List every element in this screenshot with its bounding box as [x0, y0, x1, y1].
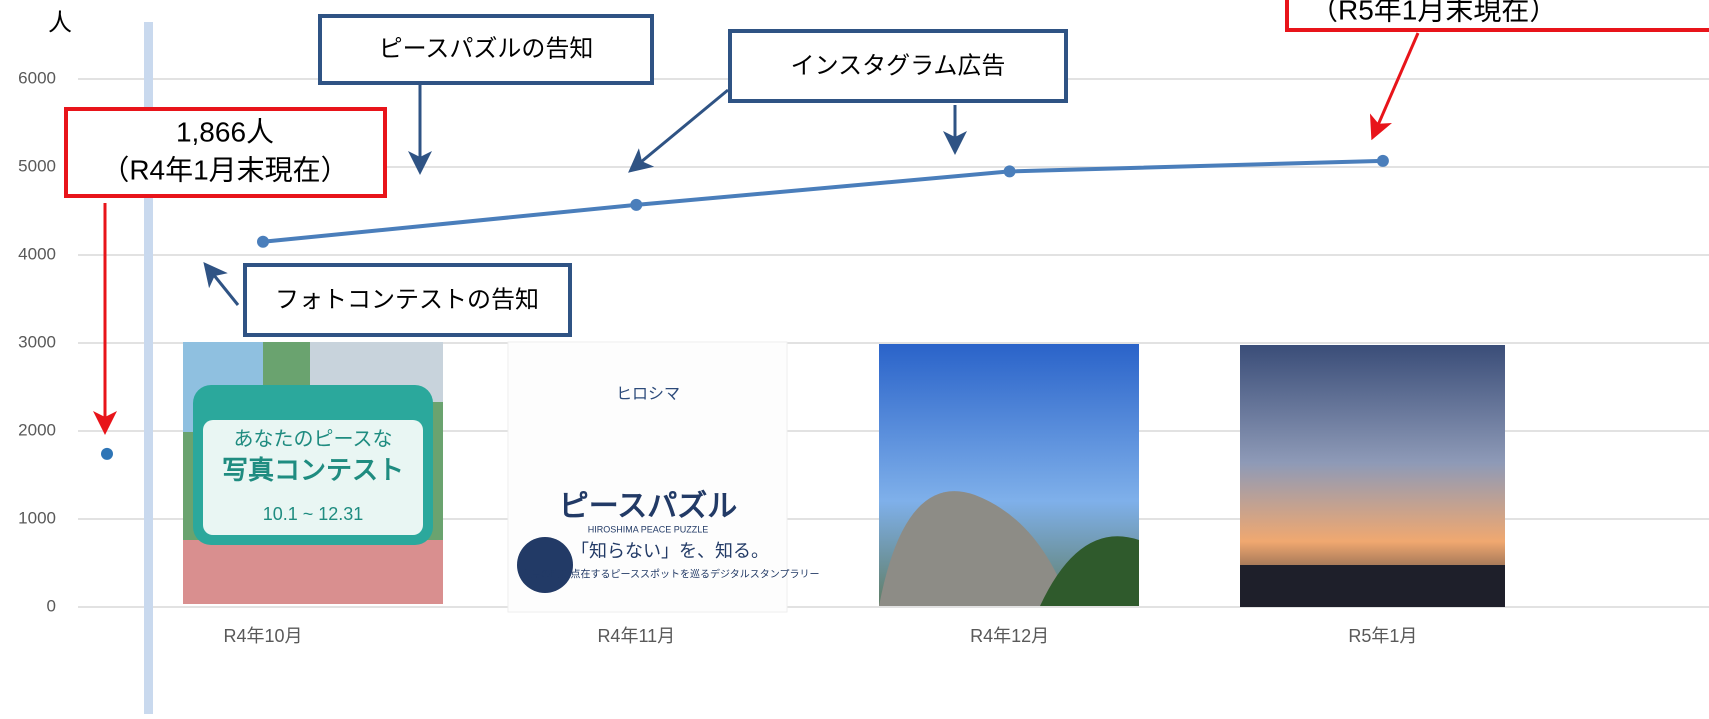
annotation: （R5年1月末現在） — [1285, 0, 1709, 141]
point — [1003, 165, 1016, 178]
line — [262, 158, 1383, 244]
image-monument — [879, 344, 1139, 606]
image-text: あなたのピースな — [234, 428, 393, 450]
annotation-text: ピースパズルの告知 — [379, 35, 594, 62]
image-text: 広島の町に点在するピーススポットを巡るデジタルスタンプラリー — [521, 568, 820, 581]
plot — [101, 154, 1389, 460]
y-tick-label: 3000 — [18, 332, 56, 351]
annotation: フォトコンテストの告知 — [203, 261, 572, 337]
image-text: HIROSHIMA PEACE PUZZLE — [588, 524, 709, 534]
x-tick-label: R4年11月 — [597, 626, 675, 646]
y-axis-label: 人 — [48, 9, 72, 36]
annotation-text: （R4年1月末現在） — [101, 154, 348, 185]
image-peace-puzzle: ヒロシマ ピースパズル HIROSHIMA PEACE PUZZLE 「知らない… — [507, 341, 820, 613]
annotation-text: インスタグラム広告 — [791, 52, 1006, 79]
x-tick-label: R4年12月 — [970, 626, 1049, 646]
annotation-text: フォトコンテストの告知 — [275, 286, 539, 313]
y-tick-label: 4000 — [18, 244, 56, 263]
image-sunset — [1240, 345, 1505, 607]
point — [101, 447, 113, 460]
point — [1376, 154, 1389, 167]
x-tick-label: R5年1月 — [1348, 626, 1417, 646]
point — [257, 235, 269, 248]
y-tick-label: 0 — [47, 596, 56, 615]
annotation: インスタグラム広告 — [628, 29, 1068, 173]
y-tick-label: 5000 — [18, 156, 56, 175]
annotation: ピースパズルの告知 — [318, 14, 654, 175]
image-text: ピースパズル — [559, 489, 738, 523]
image-text: ヒロシマ — [616, 386, 680, 403]
y-tick-label: 2000 — [18, 420, 56, 439]
y-tick-label: 1000 — [18, 508, 56, 527]
point — [630, 198, 643, 211]
image-text: 「知らない」を、知る。 — [571, 541, 769, 561]
annotation-text: 1,866人 — [176, 116, 274, 147]
divider — [144, 22, 153, 714]
annotation-text: （R5年1月末現在） — [1310, 0, 1557, 25]
y-tick-label: 6000 — [18, 68, 56, 87]
x-tick-label: R4年10月 — [223, 626, 302, 646]
image-text: 写真コンテスト — [222, 455, 404, 485]
annotation: 1,866人 （R4年1月末現在） — [64, 107, 387, 435]
image-text: 10.1 ~ 12.31 — [263, 504, 364, 524]
image-photo-contest: あなたのピースな 写真コンテスト 10.1 ~ 12.31 — [183, 342, 443, 604]
